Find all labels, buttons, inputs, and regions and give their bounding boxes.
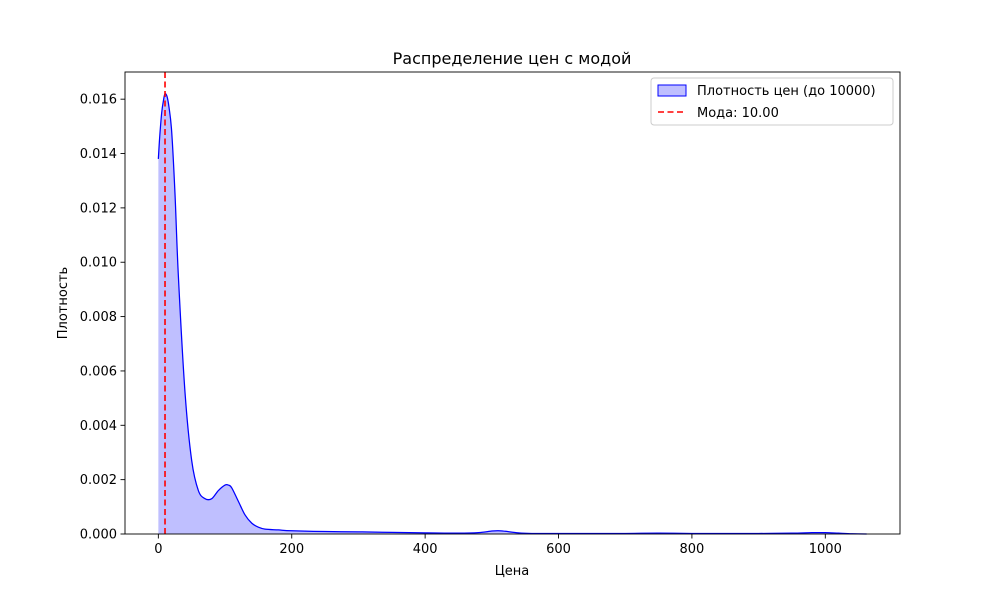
x-tick-label: 800 [679,542,704,557]
x-tick-label: 600 [546,542,571,557]
y-axis-label: Плотность [56,267,71,339]
y-tick-label: 0.000 [80,528,117,543]
y-tick-label: 0.008 [80,310,117,325]
density-area-fill [158,93,867,534]
y-tick-label: 0.006 [80,364,117,379]
y-tick-label: 0.016 [80,93,117,108]
plot-area [157,72,867,535]
legend: Плотность цен (до 10000) Мода: 10.00 [650,77,894,126]
legend-frame [650,77,894,126]
density-curve [157,93,867,535]
axes-frame [124,71,901,535]
legend-swatch-density [657,84,687,97]
legend-label-density: Плотность цен (до 10000) [697,84,876,99]
y-tick-label: 0.014 [80,147,117,162]
y-tick-label: 0.002 [80,473,117,488]
y-tick-label: 0.012 [80,201,117,216]
x-tick-label: 200 [279,542,304,557]
y-axis-ticks: 0.000 0.002 0.004 0.006 0.008 0.010 0.012 0.014… [80,93,125,543]
x-axis-ticks: 0 200 400 600 800 1000 [154,534,842,557]
x-tick-label: 1000 [809,542,842,557]
chart-title: Распределение цен с модой [393,49,632,68]
y-tick-label: 0.010 [80,256,117,271]
x-tick-label: 400 [413,542,438,557]
x-tick-label: 0 [154,542,162,557]
legend-label-mode: Мода: 10.00 [697,106,779,121]
y-tick-label: 0.004 [80,419,117,434]
x-axis-label: Цена [495,564,530,579]
